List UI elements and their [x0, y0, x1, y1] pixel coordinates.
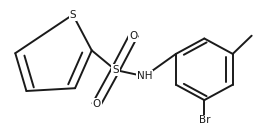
Text: Br: Br: [198, 115, 210, 125]
Text: O: O: [93, 99, 101, 109]
Text: S: S: [70, 10, 76, 20]
Text: NH: NH: [137, 71, 152, 81]
Text: S: S: [112, 65, 119, 75]
Text: O: O: [129, 31, 138, 41]
